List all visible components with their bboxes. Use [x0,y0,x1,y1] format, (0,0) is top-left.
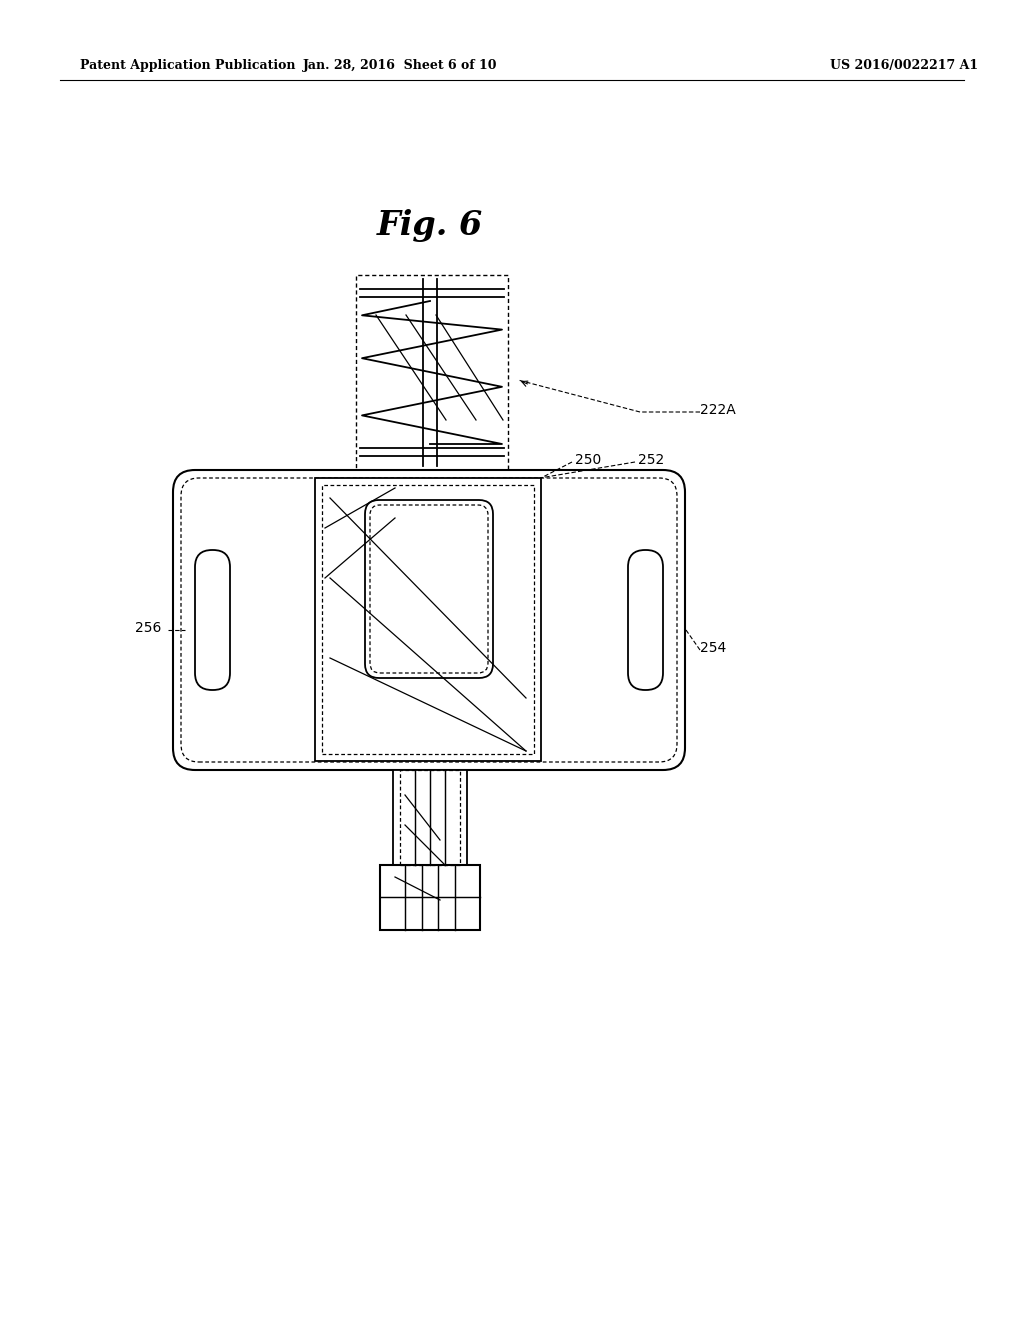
Text: 254: 254 [700,642,726,655]
Bar [356,275,508,470]
Text: Patent Application Publication: Patent Application Publication [80,58,296,71]
FancyBboxPatch shape [173,470,685,770]
Text: Fig. 6: Fig. 6 [377,209,483,242]
Bar [322,484,534,754]
FancyBboxPatch shape [195,550,230,690]
Bar [400,770,460,865]
Text: 250: 250 [575,453,601,467]
Text: US 2016/0022217 A1: US 2016/0022217 A1 [830,58,978,71]
Bar [315,478,541,762]
Text: 256: 256 [135,620,162,635]
Text: 222A: 222A [700,403,736,417]
FancyBboxPatch shape [628,550,663,690]
FancyBboxPatch shape [365,500,493,678]
Text: 252: 252 [638,453,665,467]
Bar [393,770,467,865]
Bar [380,865,480,931]
Text: Jan. 28, 2016  Sheet 6 of 10: Jan. 28, 2016 Sheet 6 of 10 [303,58,498,71]
